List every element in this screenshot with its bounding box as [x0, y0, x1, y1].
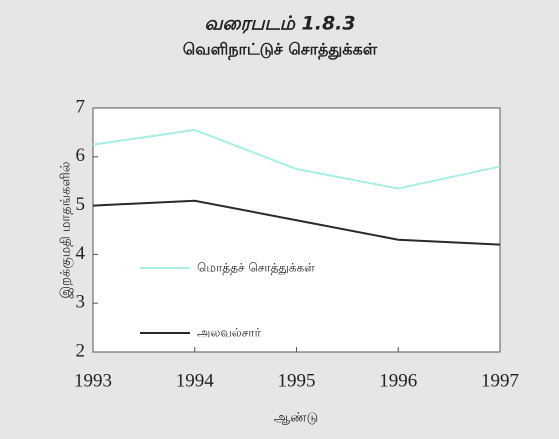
- legend-label: அலவல்சார்: [197, 326, 262, 340]
- y-axis-label: இறக்குமதி மாதங்களில்: [59, 161, 74, 298]
- x-tick-label: 1993: [74, 370, 112, 391]
- plot-area: [92, 107, 501, 353]
- x-tick-label: 1995: [278, 370, 316, 391]
- y-tick-label: 6: [76, 145, 86, 166]
- x-tick-label: 1997: [481, 370, 519, 391]
- y-tick-label: 3: [76, 292, 86, 313]
- chart-subtitle: வெளிநாட்டுச் சொத்துக்கள்: [183, 40, 378, 60]
- y-tick-label: 5: [76, 194, 86, 215]
- x-tick-label: 1994: [176, 370, 215, 391]
- y-tick-label: 4: [76, 243, 86, 264]
- x-tick-label: 1996: [379, 370, 417, 391]
- x-axis-label: ஆண்டு: [274, 411, 319, 426]
- series-line: [92, 128, 501, 190]
- legend-label: மொத்தச் சொத்துக்கள்: [197, 261, 315, 276]
- y-tick-label: 7: [76, 96, 86, 117]
- y-tick-label: 2: [76, 340, 86, 361]
- series-line: [92, 199, 501, 246]
- chart-title: வரைபடம் 1.8.3: [204, 13, 355, 35]
